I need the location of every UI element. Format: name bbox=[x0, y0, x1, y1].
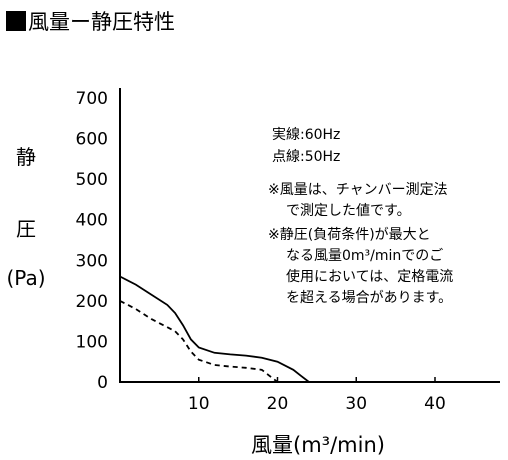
note-2-line-1: ※静圧(負荷条件)が最大と bbox=[268, 226, 431, 243]
x-tick-label: 30 bbox=[345, 394, 367, 414]
y-tick-label: 700 bbox=[76, 89, 108, 109]
series-line-60hz bbox=[119, 275, 310, 383]
x-tick-label: 20 bbox=[267, 394, 289, 414]
y-tick-label: 0 bbox=[97, 373, 108, 393]
y-tick-label: 200 bbox=[76, 292, 108, 312]
y-tick-label: 100 bbox=[76, 332, 108, 352]
note-2-line-4: を超える場合があります。 bbox=[286, 290, 452, 306]
y-tick-label: 400 bbox=[76, 211, 108, 231]
note-1-line-1: ※風量は、チャンバー測定法 bbox=[268, 182, 448, 198]
legend-dashed: 点線:50Hz bbox=[272, 149, 340, 165]
y-axis-label-1: 静 bbox=[16, 145, 36, 169]
x-tick-label: 10 bbox=[188, 394, 210, 414]
y-tick-label: 300 bbox=[76, 251, 108, 271]
title-marker bbox=[6, 11, 26, 31]
y-ticks: 0 100 200 300 400 500 600 700 bbox=[76, 89, 108, 393]
legend-solid: 実線:60Hz bbox=[272, 127, 340, 143]
y-tick-label: 600 bbox=[76, 130, 108, 150]
y-axis-label-3: (Pa) bbox=[6, 266, 45, 290]
x-tick-label: 40 bbox=[424, 394, 446, 414]
note-2-line-2: なる風量0m³/minでのご bbox=[286, 248, 443, 264]
chart-title: 風量ー静圧特性 bbox=[28, 10, 175, 34]
note-2-line-3: 使用においては、定格電流 bbox=[286, 268, 453, 285]
x-axis-label: 風量(m³/min) bbox=[251, 433, 385, 457]
series-line-50hz bbox=[119, 300, 279, 383]
y-tick-label: 500 bbox=[76, 170, 108, 190]
note-1-line-2: で測定した値です。 bbox=[286, 203, 411, 219]
y-axis-label-2: 圧 bbox=[16, 217, 36, 241]
x-ticks: 10 20 30 40 bbox=[188, 377, 446, 414]
